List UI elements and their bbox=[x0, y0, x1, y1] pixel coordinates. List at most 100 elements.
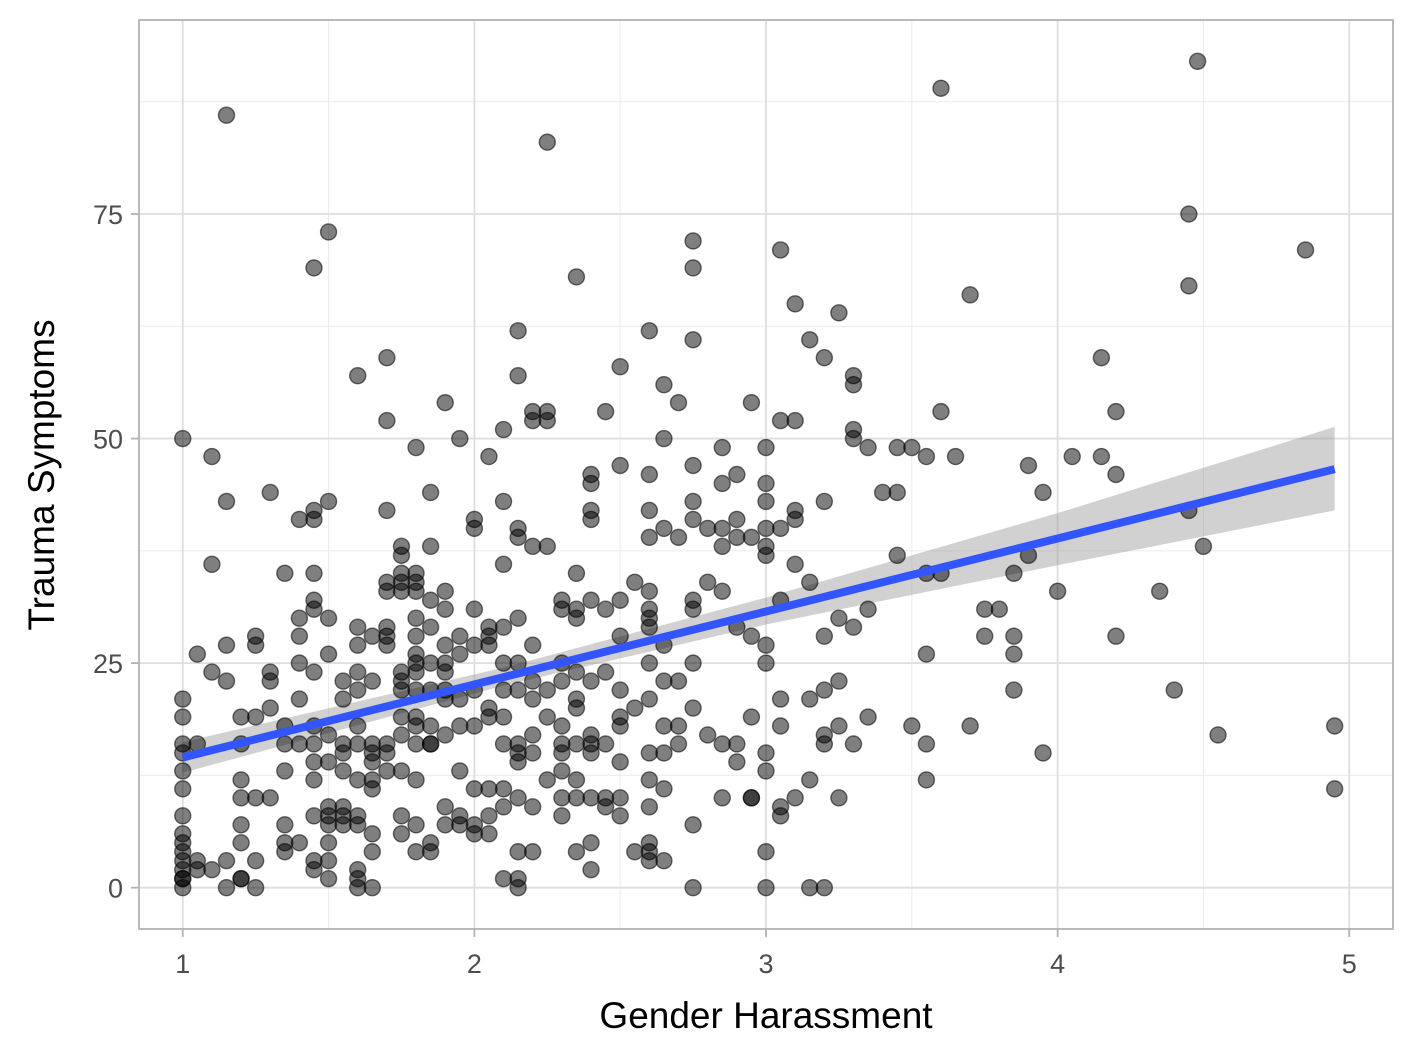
data-point bbox=[276, 762, 294, 780]
data-point bbox=[305, 600, 323, 618]
data-point bbox=[451, 762, 469, 780]
data-point bbox=[553, 717, 571, 735]
data-point bbox=[1194, 537, 1213, 556]
data-point bbox=[757, 474, 775, 493]
data-point bbox=[1005, 681, 1023, 699]
data-point bbox=[174, 762, 192, 780]
data-point bbox=[990, 600, 1009, 618]
data-point bbox=[1092, 349, 1111, 367]
data-point bbox=[742, 627, 761, 645]
data-point bbox=[246, 636, 265, 654]
data-point bbox=[786, 789, 804, 807]
x-tick-label: 4 bbox=[1050, 949, 1065, 979]
data-point bbox=[1188, 52, 1207, 71]
data-point bbox=[830, 672, 848, 690]
x-tick-label: 1 bbox=[175, 949, 190, 979]
data-point bbox=[596, 600, 615, 618]
data-point bbox=[261, 483, 279, 502]
data-point bbox=[334, 744, 352, 762]
data-point bbox=[640, 771, 659, 789]
data-point bbox=[684, 456, 702, 475]
data-point bbox=[655, 852, 673, 870]
x-tick-label: 3 bbox=[758, 949, 773, 979]
data-point bbox=[203, 447, 221, 466]
data-point bbox=[305, 663, 323, 681]
data-point bbox=[1325, 717, 1344, 735]
data-point bbox=[319, 726, 338, 744]
data-point bbox=[421, 618, 440, 636]
data-point bbox=[305, 735, 323, 753]
data-point bbox=[757, 878, 775, 897]
data-point bbox=[903, 438, 921, 457]
data-point bbox=[378, 582, 396, 600]
regression-line-group bbox=[181, 465, 1336, 762]
data-point bbox=[538, 708, 556, 726]
data-point bbox=[611, 717, 629, 735]
data-point bbox=[698, 573, 717, 591]
data-point bbox=[494, 681, 513, 699]
data-point bbox=[611, 789, 629, 807]
data-point bbox=[261, 699, 279, 717]
data-point bbox=[932, 402, 950, 421]
data-point bbox=[669, 717, 688, 735]
data-point bbox=[669, 528, 688, 547]
data-point bbox=[174, 690, 192, 708]
data-point bbox=[290, 735, 309, 753]
data-point bbox=[713, 537, 731, 556]
data-point bbox=[203, 861, 221, 879]
data-point bbox=[276, 816, 294, 834]
y-tick-label: 0 bbox=[108, 874, 123, 904]
data-point bbox=[523, 411, 542, 430]
data-point bbox=[334, 690, 352, 708]
x-tick-label: 2 bbox=[467, 949, 482, 979]
data-point bbox=[217, 636, 236, 654]
data-point bbox=[494, 780, 513, 798]
data-point bbox=[640, 618, 659, 636]
data-point bbox=[523, 537, 542, 556]
data-point bbox=[655, 780, 673, 798]
data-point bbox=[640, 798, 659, 816]
data-point bbox=[888, 483, 906, 502]
data-point bbox=[349, 636, 367, 654]
y-tick-label: 75 bbox=[93, 200, 123, 230]
data-point bbox=[480, 447, 498, 466]
data-point bbox=[946, 447, 965, 466]
data-point bbox=[655, 519, 673, 538]
data-point bbox=[771, 807, 790, 825]
data-point bbox=[494, 492, 513, 511]
data-point bbox=[349, 717, 367, 735]
data-point bbox=[567, 843, 586, 861]
data-point bbox=[713, 474, 731, 493]
data-point bbox=[801, 331, 819, 349]
data-point bbox=[917, 735, 936, 753]
data-point bbox=[757, 762, 775, 780]
data-point bbox=[334, 816, 352, 834]
data-point bbox=[261, 672, 279, 690]
data-point bbox=[436, 582, 454, 600]
data-point bbox=[815, 492, 834, 511]
data-point bbox=[640, 744, 659, 762]
data-point bbox=[684, 654, 702, 672]
data-point bbox=[290, 627, 309, 645]
data-point bbox=[640, 852, 659, 870]
data-point bbox=[436, 393, 454, 412]
data-point bbox=[174, 780, 192, 798]
data-point bbox=[349, 735, 367, 753]
data-point bbox=[786, 510, 804, 529]
data-point bbox=[728, 465, 746, 484]
data-point bbox=[655, 672, 673, 690]
data-point bbox=[392, 825, 411, 843]
data-point bbox=[363, 753, 382, 771]
data-point bbox=[801, 690, 819, 708]
data-point bbox=[815, 735, 834, 753]
data-point bbox=[757, 519, 775, 538]
data-point bbox=[392, 582, 411, 600]
data-point bbox=[319, 645, 338, 663]
data-point bbox=[1034, 483, 1052, 502]
data-point bbox=[728, 510, 746, 529]
data-point bbox=[771, 519, 790, 538]
data-point bbox=[290, 654, 309, 672]
data-point bbox=[859, 600, 877, 618]
data-point bbox=[728, 753, 746, 771]
data-point bbox=[917, 645, 936, 663]
